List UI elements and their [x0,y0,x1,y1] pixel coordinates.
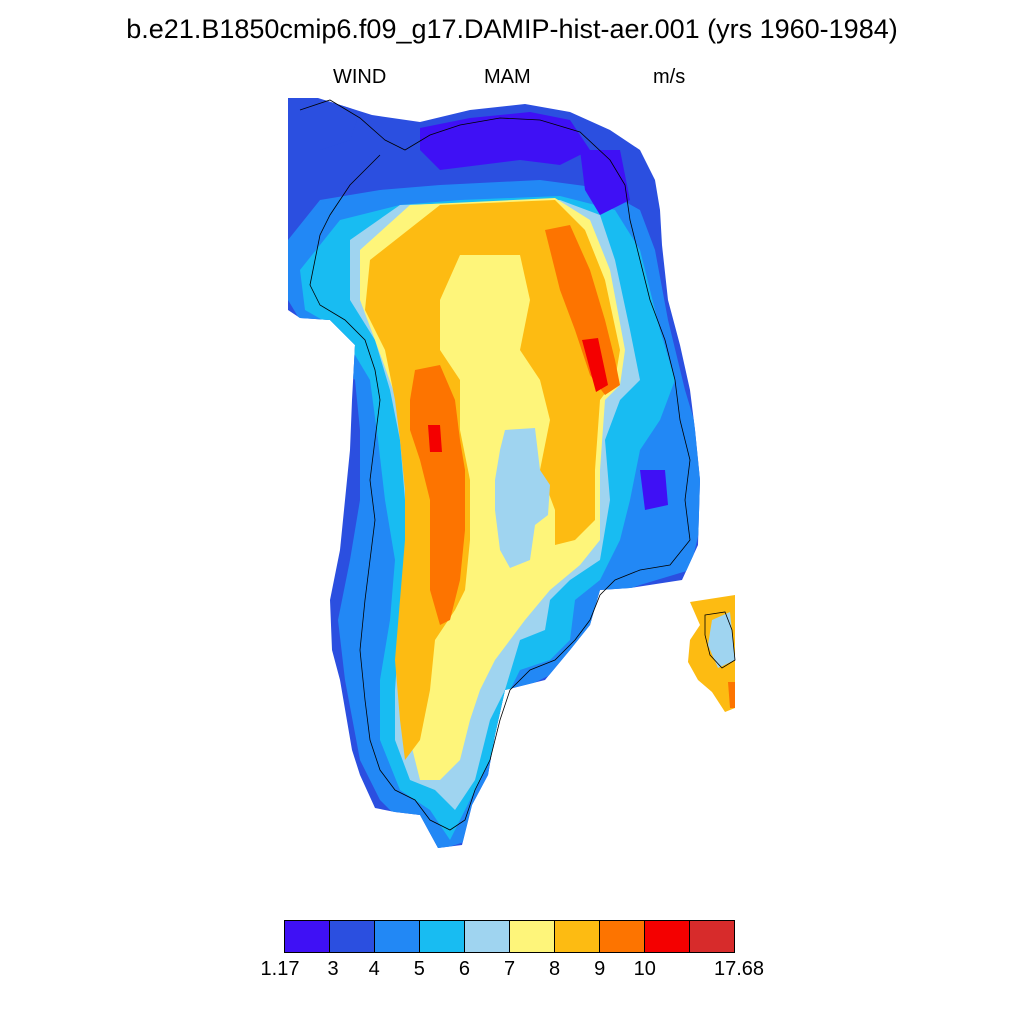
colorbar-swatch [690,921,734,952]
colorbar-label: 8 [549,958,561,980]
wind-field [288,98,700,848]
map-title: b.e21.B1850cmip6.f09_g17.DAMIP-hist-aer.… [126,14,898,44]
colorbar-swatch [285,921,330,952]
colorbar-swatch [555,921,600,952]
colorbar-label: 7 [503,958,516,980]
colorbar-swatch [330,921,375,952]
colorbar-label: 9 [594,958,606,980]
colorbar-label: 1.17 [260,958,300,980]
colorbar-swatch [375,921,420,952]
colorbar-label: 6 [458,958,470,980]
coastline [299,99,736,831]
colorbar-label: 3 [327,958,339,980]
colorbar-swatch [420,921,465,952]
colorbar-swatch [600,921,645,952]
variable-label: WIND [333,66,387,88]
colorbar-label: 17.68 [713,958,765,980]
colorbar-label: 4 [368,958,380,980]
season-label: MAM [484,66,531,88]
colorbar-label: 5 [413,958,425,980]
island-field [688,595,735,712]
colorbar-labels: 1.17 3 4 5 6 7 8 9 10 17.68 [0,958,1024,988]
colorbar-swatch [645,921,690,952]
colorbar [284,920,735,953]
colorbar-label: 10 [633,958,656,980]
units-label: m/s [653,66,686,88]
colorbar-swatch [510,921,555,952]
colorbar-swatch [465,921,510,952]
